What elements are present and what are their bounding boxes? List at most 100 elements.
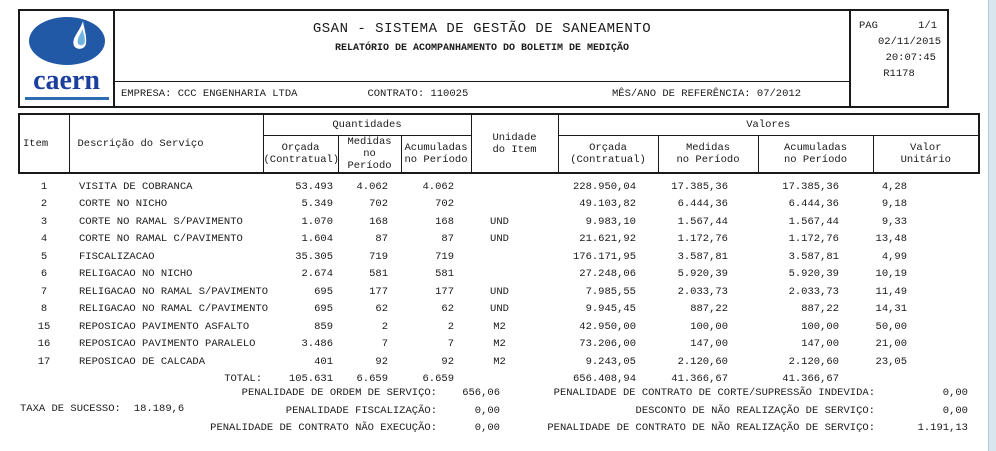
cell-descricao: REPOSICAO DE CALCADA: [79, 355, 206, 368]
report-time: 20:07:45: [885, 52, 936, 64]
cell-v-unitario: 23,05: [875, 355, 908, 368]
group-header-quantidades: Quantidades: [262, 113, 472, 136]
penalty-value: 656,06: [462, 387, 500, 399]
cell-unidade: UND: [490, 215, 509, 228]
cell-descricao: CORTE NO RAMAL S/PAVIMENTO: [79, 215, 243, 228]
penalty-line: DESCONTO DE NÃO REALIZAÇÃO DE SERVIÇO: 0…: [538, 403, 968, 421]
cell-v-orcada: 9.243,05: [585, 355, 636, 368]
col-header-unidade: Unidade do Item: [470, 113, 559, 174]
cell-item: 1: [40, 180, 48, 193]
cell-v-acumuladas: 6.444,36: [788, 198, 839, 211]
cell-q-orcada: 53.493: [295, 180, 333, 193]
penalty-label: DESCONTO DE NÃO REALIZAÇÃO DE SERVIÇO:: [635, 404, 875, 417]
report-meta-row: EMPRESA: CCC ENGENHARIA LTDA CONTRATO: 1…: [115, 81, 849, 106]
cell-q-medidas: 581: [369, 268, 388, 281]
penalty-label: PENALIDADE DE CONTRATO NÃO EXECUÇÃO:: [210, 422, 437, 435]
cell-q-orcada: 401: [314, 355, 333, 368]
cell-item: 5: [40, 250, 48, 263]
cell-item: 16: [37, 338, 51, 351]
cell-unidade: [471, 266, 558, 284]
table-row: 4 CORTE NO RAMAL C/PAVIMENTO 1.604 87 87…: [19, 231, 979, 249]
window-edge-strip: [988, 0, 996, 451]
col-header-descricao: Descrição do Serviço: [68, 113, 264, 174]
cell-v-acumuladas: 5.920,39: [788, 268, 839, 281]
cell-v-acumuladas: 887,22: [801, 303, 839, 316]
cell-v-orcada: 42.950,00: [579, 320, 636, 333]
penalty-value: 1.191,13: [917, 422, 968, 435]
cell-item: 4: [40, 233, 48, 246]
cell-q-acumuladas: 702: [435, 198, 454, 211]
pag-label: PAG: [859, 20, 878, 32]
total-q-orcada: 105.631: [288, 373, 333, 386]
penalty-line: PENALIDADE DE CONTRATO DE NÃO REALIZAÇÃO…: [538, 420, 968, 438]
penalty-line: PENALIDADE DE ORDEM DE SERVIÇO: 656,06: [205, 385, 500, 403]
cell-v-orcada: 7.985,55: [585, 285, 636, 298]
cell-v-acumuladas: 2.033,73: [788, 285, 839, 298]
total-label: TOTAL:: [224, 373, 262, 386]
table-row: 15 REPOSICAO PAVIMENTO ASFALTO 859 2 2 M…: [19, 318, 979, 336]
cell-v-unitario: 50,00: [875, 320, 908, 333]
penalty-label: PENALIDADE FISCALIZAÇÃO:: [285, 404, 437, 417]
penalty-label: PENALIDADE DE CONTRATO DE NÃO REALIZAÇÃO…: [547, 422, 875, 435]
cell-item: 7: [40, 285, 48, 298]
cell-v-unitario: 14,31: [875, 303, 908, 316]
cell-v-orcada: 228.950,04: [572, 180, 636, 193]
cell-q-acumuladas: 581: [435, 268, 454, 281]
penalty-value: 0,00: [942, 387, 968, 399]
cell-v-medidas: 2.120,60: [677, 355, 728, 368]
cell-q-medidas: 62: [375, 303, 388, 316]
cell-descricao: CORTE NO RAMAL C/PAVIMENTO: [79, 233, 243, 246]
cell-q-medidas: 92: [375, 355, 388, 368]
table-row: 8 RELIGACAO NO RAMAL C/PAVIMENTO 695 62 …: [19, 301, 979, 319]
cell-v-medidas: 6.444,36: [677, 198, 728, 211]
cell-unidade: [471, 248, 558, 266]
cell-item: 15: [37, 320, 51, 333]
cell-descricao: RELIGACAO NO NICHO: [79, 268, 193, 281]
table-row: 2 CORTE NO NICHO 5.349 702 702 49.103,82…: [19, 196, 979, 214]
penalty-line: PENALIDADE DE CONTRATO NÃO EXECUÇÃO: 0,0…: [205, 420, 500, 438]
total-q-medidas: 6.659: [356, 373, 388, 386]
logo-wordmark: caern: [33, 65, 100, 96]
taxa-value: 18.189,6: [133, 403, 185, 415]
cell-v-orcada: 49.103,82: [579, 198, 636, 211]
table-row: 3 CORTE NO RAMAL S/PAVIMENTO 1.070 168 1…: [19, 213, 979, 231]
report-date: 02/11/2015: [877, 36, 941, 48]
cell-v-acumuladas: 100,00: [801, 320, 839, 333]
cell-v-orcada: 9.983,10: [585, 215, 636, 228]
table-row: 6 RELIGACAO NO NICHO 2.674 581 581 27.24…: [19, 266, 979, 284]
report-header: caern GSAN - SISTEMA DE GESTÃO DE SANEAM…: [18, 9, 949, 108]
penalties-center-block: PENALIDADE DE ORDEM DE SERVIÇO: 656,06 P…: [205, 385, 500, 438]
penalties-right-block: PENALIDADE DE CONTRATO DE CORTE/SUPRESSÃ…: [538, 385, 968, 438]
cell-descricao: REPOSICAO PAVIMENTO ASFALTO: [79, 320, 250, 333]
report-title: RELATÓRIO DE ACOMPANHAMENTO DO BOLETIM D…: [334, 43, 630, 54]
cell-v-unitario: 4,99: [881, 250, 908, 263]
measurement-table: Item Descrição do Serviço Quantidades Un…: [18, 113, 981, 389]
total-v-medidas: 41.366,67: [671, 373, 728, 386]
penalty-line: PENALIDADE DE CONTRATO DE CORTE/SUPRESSÃ…: [538, 385, 968, 403]
total-v-orcada: 656.408,94: [572, 373, 636, 386]
cell-v-acumuladas: 2.120,60: [788, 355, 839, 368]
cell-descricao: RELIGACAO NO RAMAL S/PAVIMENTO: [79, 285, 269, 298]
penalty-line: PENALIDADE FISCALIZAÇÃO: 0,00: [205, 403, 500, 421]
cell-v-unitario: 4,28: [881, 180, 908, 193]
penalty-value: 0,00: [474, 422, 500, 435]
cell-v-orcada: 9.945,45: [585, 303, 636, 316]
cell-v-orcada: 176.171,95: [572, 250, 636, 263]
col-header-v-medidas: Medidas no Período: [657, 135, 759, 174]
cell-v-acumuladas: 1.567,44: [788, 215, 839, 228]
cell-v-unitario: 21,00: [875, 338, 908, 351]
cell-v-orcada: 73.206,00: [579, 338, 636, 351]
cell-q-acumuladas: 719: [435, 250, 454, 263]
col-header-item: Item: [18, 113, 70, 174]
col-header-q-medidas: Medidas no Período: [337, 135, 402, 174]
total-row: TOTAL: 105.631 6.659 6.659 656.408,94 41…: [19, 371, 979, 389]
cell-q-acumuladas: 7: [447, 338, 454, 351]
contrato-field: CONTRATO: 110025: [367, 88, 469, 100]
col-header-v-acumuladas: Acumuladas no Período: [757, 135, 874, 174]
cell-v-medidas: 1.172,76: [677, 233, 728, 246]
cell-v-medidas: 5.920,39: [677, 268, 728, 281]
cell-item: 8: [40, 303, 48, 316]
company-logo: caern: [18, 9, 115, 108]
cell-q-acumuladas: 4.062: [422, 180, 454, 193]
cell-q-acumuladas: 2: [447, 320, 454, 333]
